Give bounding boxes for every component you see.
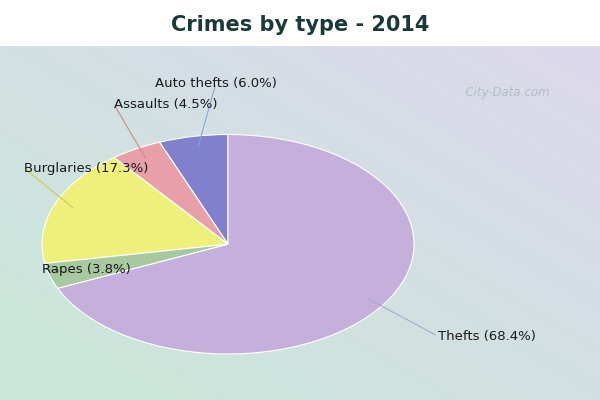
Text: Thefts (68.4%): Thefts (68.4%) <box>438 330 536 343</box>
Wedge shape <box>160 134 228 244</box>
Wedge shape <box>114 142 228 244</box>
Text: Crimes by type - 2014: Crimes by type - 2014 <box>171 15 429 35</box>
Wedge shape <box>45 244 228 288</box>
Wedge shape <box>42 158 228 264</box>
Text: Assaults (4.5%): Assaults (4.5%) <box>114 98 218 111</box>
Wedge shape <box>58 134 414 354</box>
Text: City-Data.com: City-Data.com <box>458 86 550 98</box>
Text: Auto thefts (6.0%): Auto thefts (6.0%) <box>155 77 277 90</box>
Text: Burglaries (17.3%): Burglaries (17.3%) <box>24 162 148 175</box>
Text: Rapes (3.8%): Rapes (3.8%) <box>42 262 131 276</box>
